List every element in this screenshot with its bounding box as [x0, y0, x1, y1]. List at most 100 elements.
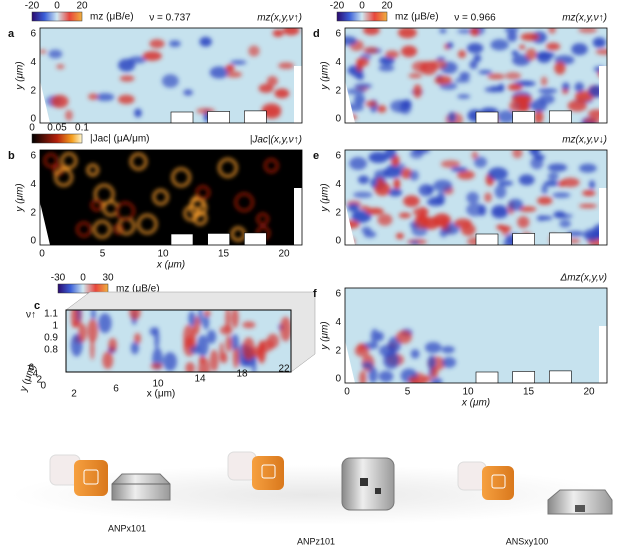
- map-title: |Jac|(x,y,ν↑): [250, 135, 302, 146]
- heatmap-blob: [505, 26, 519, 33]
- heatmap-blob: [226, 336, 232, 353]
- heatmap-blob: [507, 31, 517, 42]
- heatmap-blob: [169, 40, 181, 47]
- heatmap-blob: [561, 178, 580, 187]
- x-tick-label: 10: [462, 387, 474, 398]
- heatmap-blob: [447, 42, 453, 48]
- heatmap-blob: [491, 205, 507, 217]
- heatmap-blob: [403, 195, 419, 207]
- heatmap-blob: [498, 180, 513, 186]
- heatmap-blob: [163, 352, 177, 371]
- heatmap-blob: [230, 60, 247, 64]
- map-title: mz(x,y,ν↑): [257, 13, 302, 24]
- heatmap-blob: [511, 51, 518, 56]
- y-tick-label: 6: [335, 289, 341, 300]
- tick-label: 1: [52, 321, 58, 332]
- heatmap-blob: [519, 174, 535, 185]
- colorbar-tick-label: 0: [359, 1, 365, 12]
- heatmap-blob: [273, 29, 284, 36]
- heatmap-blob: [548, 172, 559, 180]
- heatmap-blob: [339, 36, 357, 45]
- heatmap-blob: [379, 65, 395, 72]
- y-tick-label: 4: [30, 179, 36, 190]
- heatmap-blob: [242, 321, 255, 328]
- heatmap-blob: [377, 105, 386, 113]
- heatmap-blob: [451, 167, 468, 172]
- y-tick-label: 4: [335, 179, 341, 190]
- heatmap-blob: [412, 147, 429, 153]
- screw: [360, 478, 368, 486]
- heatmap-blob: [98, 313, 111, 333]
- heatmap-blob: [419, 184, 434, 196]
- heatmap-blob: [65, 110, 73, 121]
- heatmap-blob: [366, 101, 377, 107]
- heatmap-blob: [355, 345, 369, 357]
- y-tick-label: 6: [30, 151, 36, 162]
- heatmap-blob: [410, 241, 419, 245]
- heatmap-blob: [207, 330, 216, 344]
- heatmap-blob: [457, 170, 475, 179]
- heatmap-blob: [48, 49, 62, 58]
- colorbar-tick-label: 20: [76, 1, 88, 12]
- y-tick-label: 2: [30, 207, 36, 218]
- electrode: [171, 234, 193, 248]
- heatmap-blob: [498, 84, 504, 92]
- heatmap-blob: [474, 54, 482, 62]
- heatmap-blob: [348, 203, 360, 212]
- heatmap: [66, 302, 291, 382]
- electrode: [171, 112, 193, 126]
- heatmap-blob: [363, 47, 378, 54]
- heatmap: [345, 288, 607, 389]
- right-notch: [294, 66, 302, 123]
- heatmap-blob: [441, 217, 448, 230]
- map-title: mz(x,y,ν↑): [562, 13, 607, 24]
- heatmap-blob: [521, 33, 539, 41]
- right-notch: [294, 188, 302, 245]
- heatmap-blob: [490, 39, 508, 50]
- heatmap-blob: [385, 146, 396, 159]
- x-tick-label: 20: [583, 387, 595, 398]
- screw: [375, 488, 381, 494]
- heatmap-blob: [454, 219, 471, 228]
- y-axis-label: y (μm): [320, 183, 331, 212]
- heatmap-blob: [479, 205, 487, 216]
- heatmap-blob: [548, 163, 568, 171]
- x-tick-label: 5: [405, 387, 411, 398]
- heatmap-blob: [409, 73, 423, 78]
- heatmap-blob: [519, 101, 529, 112]
- product-caption: ANPx101: [108, 523, 146, 533]
- heatmap: [35, 25, 302, 126]
- heatmap-blob: [512, 147, 522, 158]
- y-tick-label: 4: [30, 57, 36, 68]
- heatmap-blob: [411, 349, 420, 359]
- y-tick-label: 4: [335, 57, 341, 68]
- heatmap-blob: [363, 25, 380, 35]
- panel: b00.050.1|Jac| (μA/μm)|Jac|(x,y,ν↑)0246y…: [8, 123, 302, 271]
- heatmap-blob: [582, 190, 595, 196]
- heatmap-blob: [390, 100, 409, 113]
- heatmap-blob: [401, 46, 417, 58]
- heatmap-blob: [448, 112, 456, 123]
- colorbar-tick-label: 0: [29, 123, 35, 134]
- heatmap-blob: [359, 371, 366, 386]
- heatmap-blob: [495, 185, 507, 199]
- heatmap-blob: [396, 331, 412, 344]
- heatmap-blob: [409, 170, 418, 181]
- x-tick-label: 10: [157, 249, 169, 260]
- heatmap-blob: [354, 83, 372, 88]
- y-axis-label: y (μm): [320, 61, 331, 90]
- heatmap-blob: [441, 160, 461, 168]
- colorbar-tick-label: 30: [102, 273, 114, 284]
- heatmap: [40, 150, 302, 248]
- heatmap-blob: [226, 71, 242, 77]
- heatmap-blob: [434, 76, 451, 85]
- heatmap-blob: [118, 59, 135, 72]
- heatmap-blob: [548, 24, 556, 34]
- heatmap-blob: [131, 342, 139, 354]
- heatmap-blob: [593, 37, 606, 47]
- heatmap-blob: [534, 154, 545, 160]
- y-tick-label: 0: [335, 374, 341, 385]
- heatmap-blob: [251, 347, 261, 357]
- orange-cube: [252, 456, 284, 490]
